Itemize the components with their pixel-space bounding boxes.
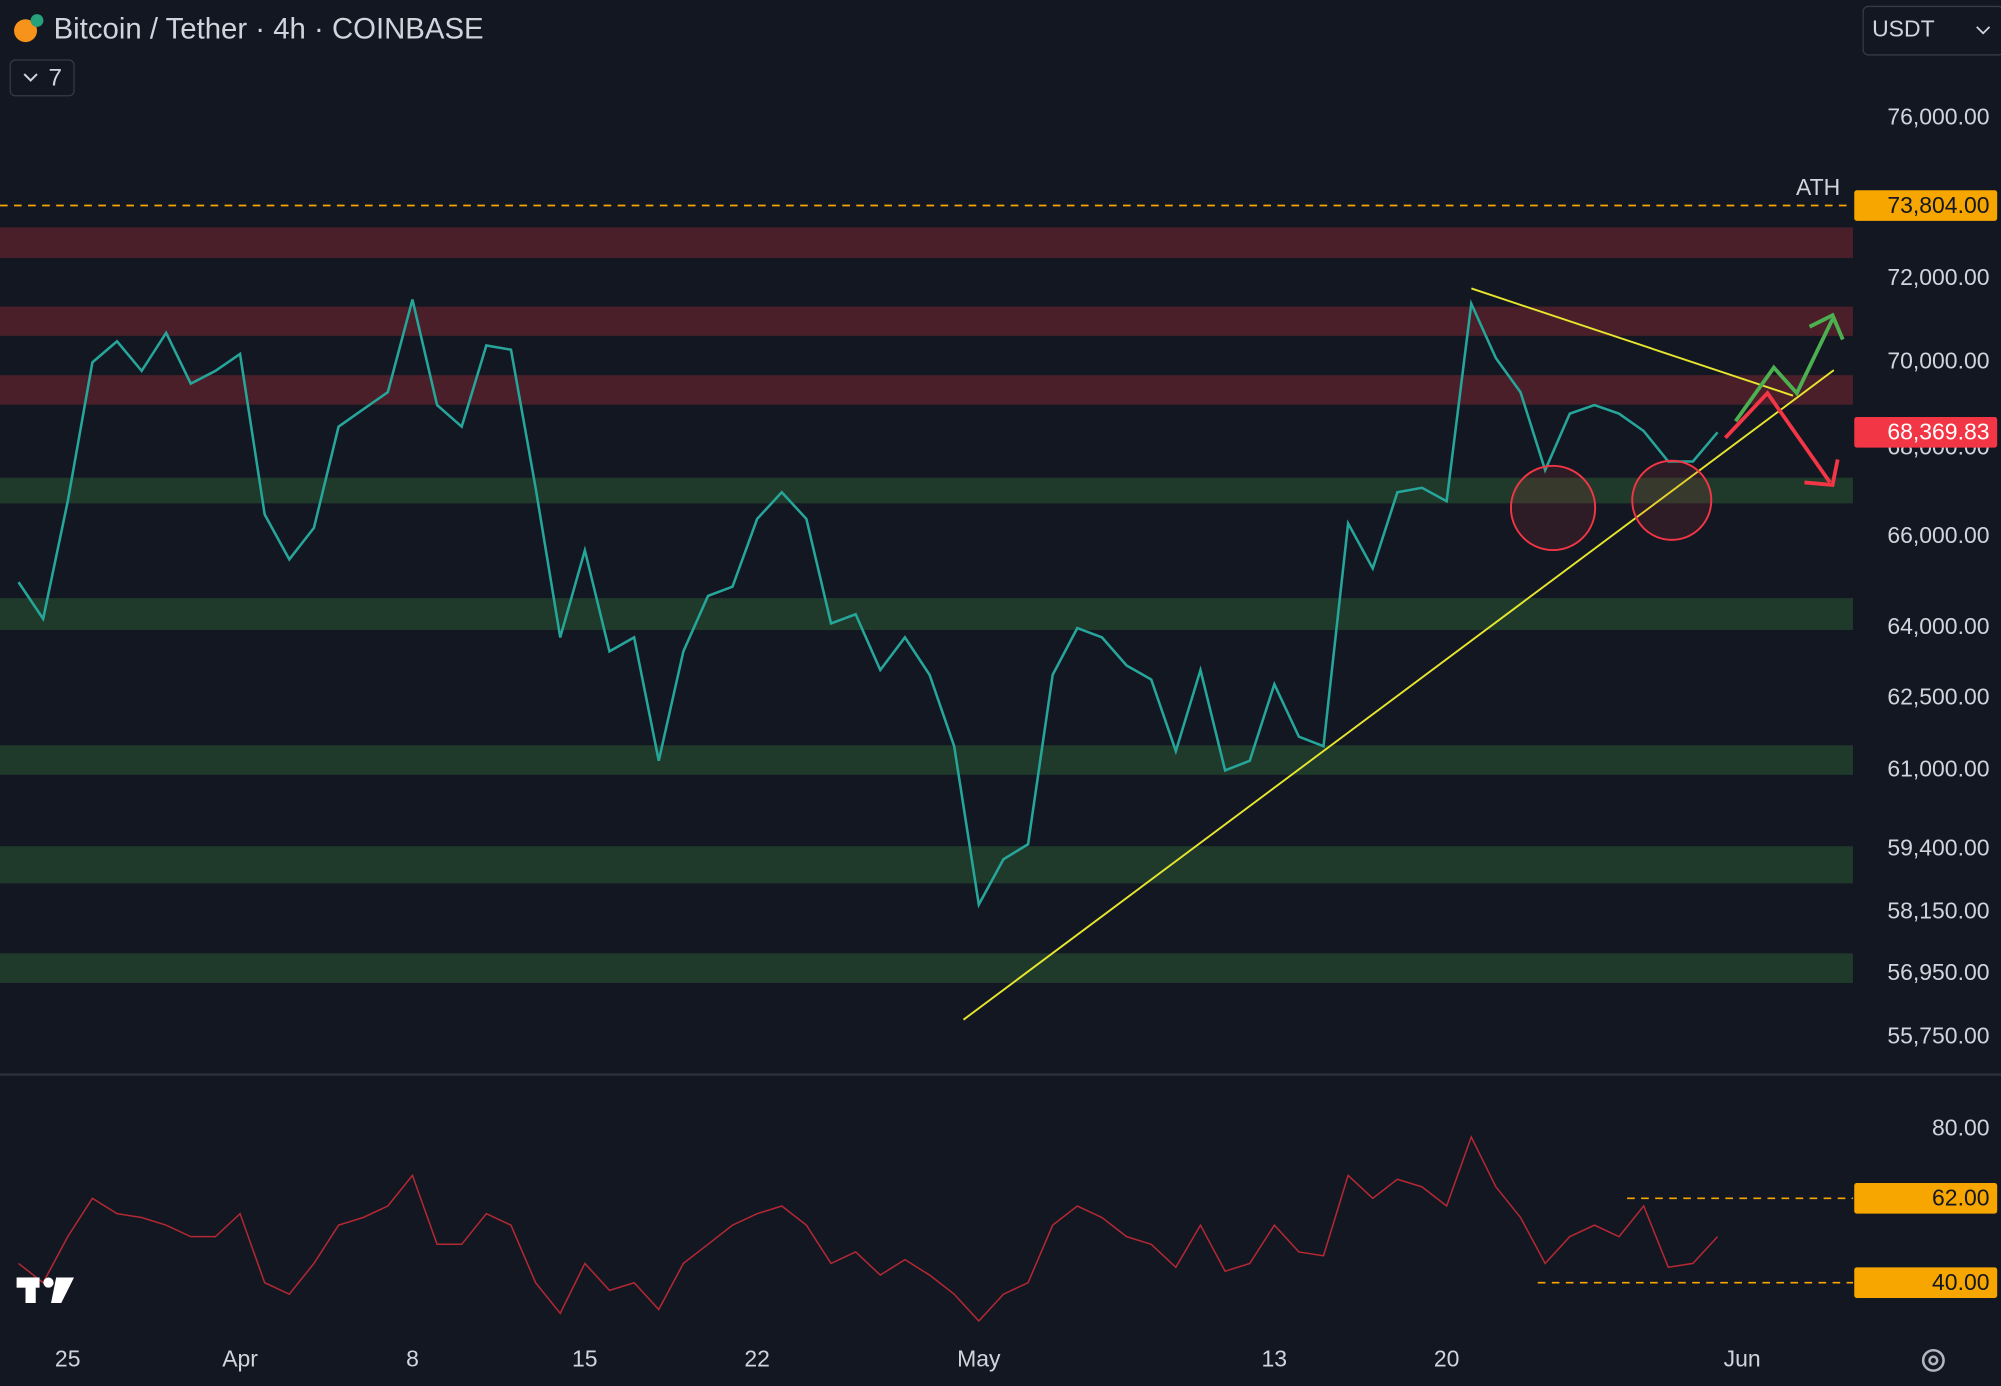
- plot-area: [0, 204, 1853, 1323]
- zone: [0, 477, 1853, 504]
- zone: [0, 745, 1853, 775]
- x-tick-label: 25: [55, 1345, 81, 1371]
- x-tick-label: 13: [1262, 1345, 1288, 1371]
- x-tick-label: May: [957, 1345, 1001, 1371]
- highlight-circle: [1631, 459, 1713, 541]
- zone: [0, 375, 1853, 405]
- symbol-title[interactable]: Bitcoin / Tether · 4h · COINBASE: [54, 12, 484, 45]
- y-tick-label: 58,150.00: [1887, 897, 1989, 923]
- x-tick-label: 15: [572, 1345, 598, 1371]
- chevron: [23, 73, 38, 82]
- currency-label: USDT: [1872, 16, 1935, 42]
- settings-icon: [1928, 1355, 1939, 1366]
- down-arrow-head: [1804, 459, 1840, 488]
- currency-select[interactable]: [1862, 5, 2001, 56]
- up-arrow: [1734, 318, 1835, 423]
- x-tick-label: 22: [744, 1345, 770, 1371]
- coin-icon: [30, 14, 44, 27]
- highlight-circle: [1510, 464, 1597, 552]
- price-tag: [1854, 190, 1998, 221]
- y-tick-label: 64,000.00: [1887, 613, 1989, 639]
- trendline: [962, 369, 1835, 1021]
- x-tick-label: 8: [406, 1345, 419, 1371]
- indicators-toggle[interactable]: [9, 59, 75, 97]
- x-tick-label: Apr: [222, 1345, 258, 1371]
- indicator-count: 7: [48, 65, 61, 92]
- y-tick-label: 59,400.00: [1887, 834, 1989, 860]
- zone: [0, 953, 1853, 983]
- y-tick-label: 72,000.00: [1887, 264, 1989, 290]
- y-tick-label: 76,000.00: [1887, 104, 1989, 130]
- header-bg: [0, 0, 664, 57]
- settings-button[interactable]: [1921, 1348, 1945, 1372]
- price-tag: [1854, 1267, 1998, 1298]
- tradingview-logo: [16, 1277, 75, 1303]
- price-tag-label: 68,369.83: [1887, 419, 1989, 445]
- y-tick-label: 66,000.00: [1887, 522, 1989, 548]
- rsi-line: [18, 1135, 1719, 1323]
- y-tick-label: 56,950.00: [1887, 959, 1989, 985]
- y-tick-label: 70,000.00: [1887, 347, 1989, 373]
- y-tick-label: 61,000.00: [1887, 755, 1989, 781]
- price-tag: [1854, 416, 1998, 448]
- chevron: [1976, 26, 1991, 35]
- zone: [0, 306, 1853, 336]
- coin-icon: [14, 19, 38, 43]
- trendline: [1471, 287, 1794, 397]
- price-tag: [1854, 1183, 1998, 1214]
- price-tag-label: 40.00: [1932, 1269, 1989, 1295]
- zone: [0, 598, 1853, 630]
- y-tick-label: 62,500.00: [1887, 683, 1989, 709]
- y-tick-label: 55,750.00: [1887, 1022, 1989, 1048]
- x-tick-label: 20: [1434, 1345, 1460, 1371]
- price-tag-label: 73,804.00: [1887, 192, 1989, 218]
- y-tick-label: 80.00: [1932, 1114, 1989, 1140]
- up-arrow-head: [1808, 312, 1845, 341]
- zone: [0, 846, 1853, 884]
- price-tag-label: 62.00: [1932, 1185, 1989, 1211]
- price-line: [17, 298, 1719, 909]
- x-tick-label: Jun: [1724, 1345, 1761, 1371]
- zone: [0, 227, 1853, 258]
- level-name: ATH: [1796, 174, 1840, 200]
- down-arrow: [1723, 390, 1832, 484]
